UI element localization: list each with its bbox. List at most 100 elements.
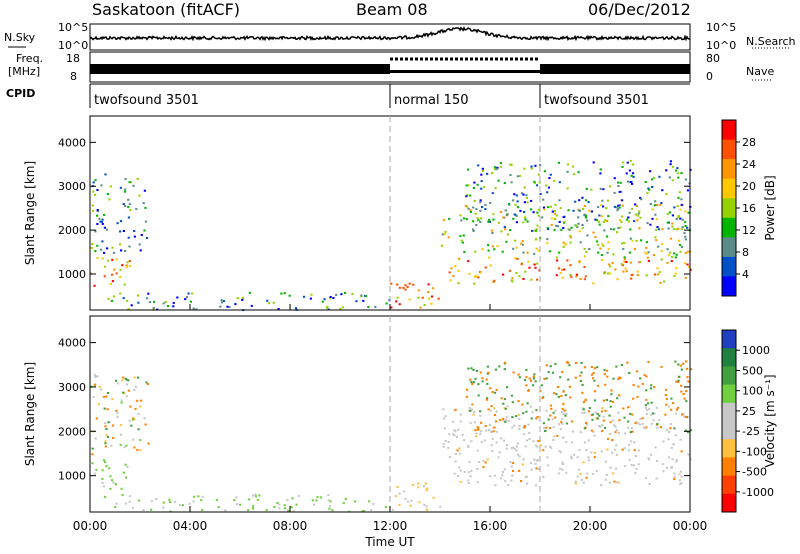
scatter-cell (545, 184, 548, 187)
power-heatmap (90, 159, 692, 312)
scatter-cell (121, 264, 124, 267)
scatter-cell (491, 172, 494, 174)
scatter-cell (534, 266, 537, 269)
scatter-cell (108, 467, 111, 470)
scatter-cell (507, 484, 510, 487)
scatter-cell (222, 300, 225, 303)
scatter-cell (582, 408, 585, 411)
scatter-cell (608, 481, 612, 484)
scatter-cell (534, 164, 537, 167)
nave-tick-top: 80 (706, 52, 720, 65)
scatter-cell (421, 296, 424, 299)
scatter-cell (653, 176, 656, 179)
scatter-cell (100, 388, 103, 391)
scatter-cell (602, 205, 605, 208)
scatter-cell (564, 243, 567, 246)
scatter-cell (675, 459, 678, 461)
scatter-cell (591, 418, 594, 421)
scatter-cell (424, 482, 427, 485)
y-tick-label: 4000 (58, 136, 86, 149)
scatter-cell (561, 268, 564, 271)
scatter-cell (125, 266, 128, 269)
scatter-cell (469, 194, 472, 197)
scatter-cell (677, 363, 680, 366)
scatter-cell (615, 429, 618, 431)
scatter-cell (499, 162, 502, 165)
scatter-cell (395, 495, 398, 498)
scatter-cell (362, 299, 365, 302)
scatter-cell (533, 252, 536, 255)
scatter-cell (191, 292, 194, 295)
scatter-cell (423, 504, 426, 506)
scatter-cell (111, 273, 114, 276)
x-tick-label: 08:00 (273, 519, 308, 533)
scatter-cell (615, 365, 618, 368)
scatter-cell (523, 211, 526, 213)
scatter-cell (614, 425, 617, 428)
scatter-cell (94, 375, 97, 378)
scatter-cell (533, 180, 536, 183)
scatter-cell (557, 395, 560, 398)
scatter-cell (528, 266, 531, 269)
scatter-cell (644, 406, 647, 409)
scatter-cell (535, 445, 539, 448)
scatter-cell (561, 463, 565, 465)
scatter-cell (176, 296, 179, 299)
scatter-cell (561, 422, 564, 425)
scatter-cell (652, 419, 655, 422)
scatter-cell (122, 471, 125, 474)
scatter-cell (606, 272, 609, 275)
scatter-cell (288, 294, 291, 297)
scatter-cell (647, 259, 650, 262)
scatter-cell (130, 304, 133, 307)
scatter-cell (454, 460, 457, 463)
scatter-cell (604, 409, 607, 412)
scatter-cell (578, 261, 581, 264)
scatter-cell (184, 298, 187, 301)
scatter-cell (248, 291, 251, 294)
scatter-cell (656, 267, 659, 270)
scatter-cell (598, 425, 601, 427)
scatter-cell (391, 508, 394, 511)
scatter-cell (603, 229, 606, 232)
scatter-cell (675, 218, 678, 220)
scatter-cell (562, 409, 565, 412)
scatter-cell (581, 391, 584, 394)
scatter-cell (687, 380, 690, 383)
scatter-cell (465, 395, 468, 398)
scatter-cell (599, 247, 602, 250)
scatter-cell (153, 300, 156, 303)
scatter-cell (120, 401, 123, 404)
scatter-cell (513, 213, 516, 216)
scatter-cell (611, 401, 615, 403)
scatter-cell (674, 256, 677, 259)
scatter-cell (685, 400, 688, 403)
scatter-cell (456, 449, 459, 452)
scatter-cell (484, 461, 487, 464)
colorbar-swatch (722, 439, 736, 458)
x-tick-label: 04:00 (173, 519, 208, 533)
scatter-cell (608, 263, 611, 266)
scatter-cell (543, 208, 546, 211)
scatter-cell (515, 415, 518, 418)
scatter-cell (461, 241, 464, 244)
scatter-cell (491, 245, 494, 248)
scatter-cell (687, 211, 690, 214)
scatter-cell (616, 209, 619, 212)
scatter-cell (192, 500, 195, 503)
scatter-cell (475, 208, 478, 211)
scatter-cell (613, 191, 616, 194)
scatter-cell (469, 378, 472, 381)
freq-tick-top: 18 (66, 52, 80, 65)
colorbar-tick-label: -1000 (742, 486, 774, 499)
scatter-cell (599, 425, 602, 428)
scatter-cell (129, 405, 132, 408)
scatter-cell (583, 247, 586, 250)
scatter-cell (533, 373, 536, 376)
y-tick-label: 1000 (58, 470, 86, 483)
scatter-cell (396, 296, 399, 299)
nsky-series (89, 25, 691, 42)
scatter-cell (195, 308, 198, 311)
scatter-cell (615, 444, 618, 447)
